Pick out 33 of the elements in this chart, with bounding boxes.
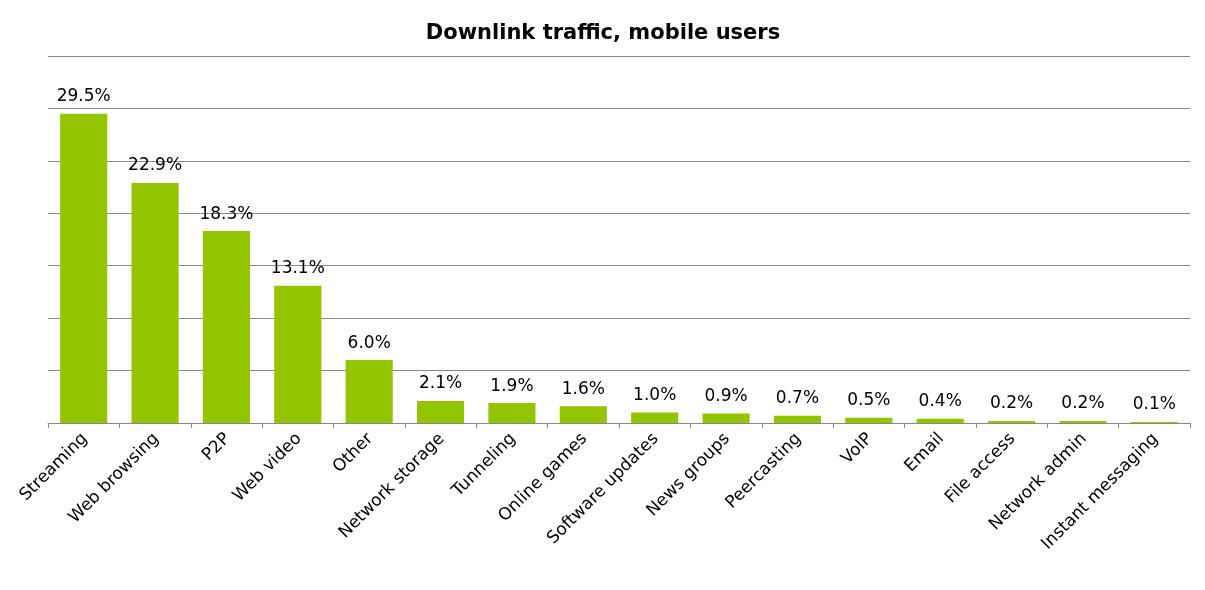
bar	[631, 412, 679, 423]
data-label: 0.2%	[1061, 392, 1105, 413]
bar	[488, 403, 536, 423]
data-label: 0.7%	[775, 387, 820, 408]
bar	[916, 418, 964, 423]
data-label: 0.1%	[1132, 393, 1176, 414]
bar	[417, 400, 465, 423]
bar	[274, 285, 322, 423]
data-label: 1.9%	[490, 374, 534, 395]
data-label: 29.5%	[56, 85, 111, 106]
data-label: 2.1%	[418, 372, 463, 393]
bar	[202, 231, 250, 423]
bar	[559, 406, 607, 423]
data-label: 18.3%	[199, 202, 254, 223]
x-tick-label: P2P	[197, 427, 234, 465]
data-label: 0.5%	[847, 389, 891, 410]
data-label: 0.2%	[989, 392, 1034, 413]
data-label: 0.9%	[704, 385, 748, 406]
bar	[845, 417, 893, 423]
chart-title: Downlink traffic, mobile users	[425, 19, 781, 44]
bar	[1059, 420, 1107, 423]
data-label: 22.9%	[128, 154, 183, 175]
bar	[131, 182, 179, 423]
data-label: 1.6%	[561, 377, 605, 398]
bar	[773, 415, 821, 423]
data-label: 13.1%	[270, 257, 325, 278]
data-label: 1.0%	[633, 384, 677, 405]
bar	[702, 413, 750, 423]
data-label: 6.0%	[347, 331, 391, 352]
data-label: 0.4%	[918, 390, 962, 411]
bar	[345, 360, 393, 423]
bar	[988, 420, 1036, 423]
bar	[60, 113, 108, 423]
